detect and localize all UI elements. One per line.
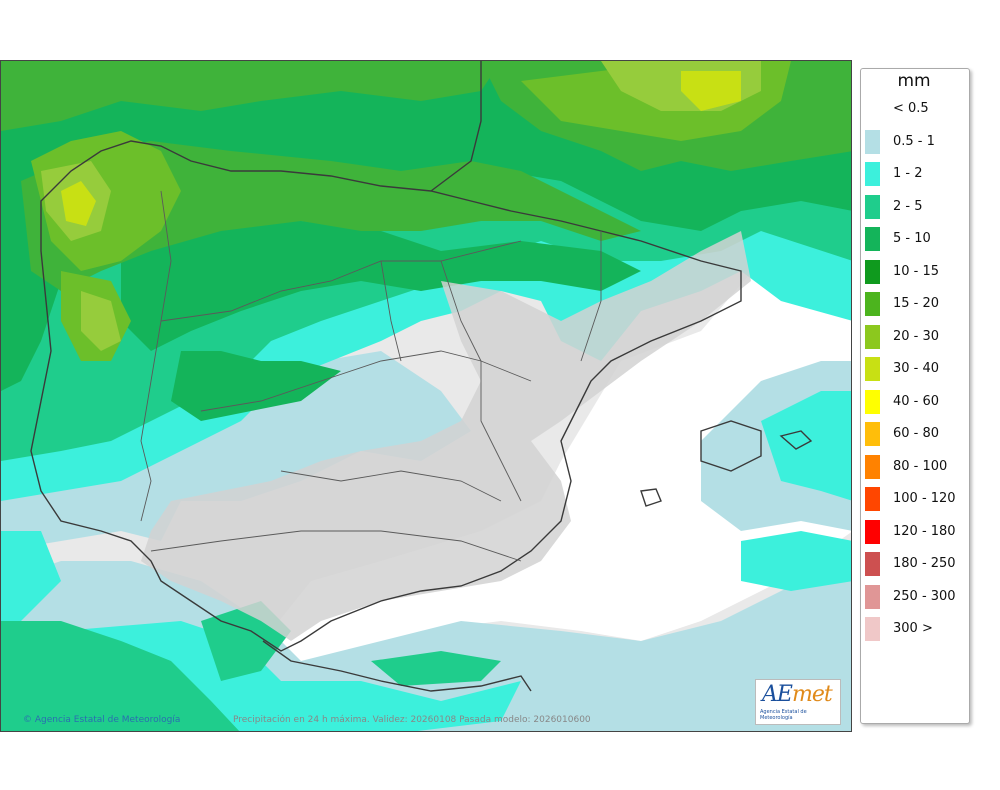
region-borders — [140, 190, 602, 562]
precipitation-map: © Agencia Estatal de Meteorología Precip… — [0, 60, 852, 732]
legend-swatch — [865, 162, 880, 186]
legend-label: 15 - 20 — [893, 296, 940, 311]
precip-1-2 — [741, 531, 851, 591]
legend-swatch — [865, 292, 880, 316]
legend-item: 80 - 100 — [865, 454, 965, 479]
legend-item: 0.5 - 1 — [865, 129, 965, 154]
legend-item: 5 - 10 — [865, 227, 965, 251]
precip-10-15 — [1, 61, 501, 131]
precip-05-1 — [1, 351, 471, 551]
legend-swatch — [865, 487, 880, 511]
legend-item: 60 - 80 — [865, 422, 965, 446]
mallorca-outline — [700, 420, 762, 472]
legend-label: 60 - 80 — [893, 426, 940, 441]
legend-label: < 0.5 — [893, 101, 929, 116]
legend-item: 180 - 250 — [865, 552, 965, 576]
legend-item: 40 - 60 — [865, 389, 965, 414]
ibiza-outline — [640, 488, 662, 507]
coastline — [30, 61, 813, 692]
legend-item: 120 - 180 — [865, 519, 965, 544]
legend-label: 120 - 180 — [893, 523, 956, 539]
precip-2-5 — [1, 621, 240, 731]
legend-swatch — [865, 552, 880, 576]
legend-label: 5 - 10 — [893, 231, 931, 246]
menorca-outline — [779, 430, 813, 450]
legend-item: 250 - 300 — [865, 584, 965, 609]
precip-30-40 — [681, 71, 741, 111]
legend-item: 300 > — [865, 617, 965, 641]
legend-label: 20 - 30 — [893, 328, 940, 344]
legend-swatch — [865, 194, 880, 219]
precipitation-legend: mm < 0.5 0.5 - 1 1 - 2 2 - 5 5 - 10 10 - 15 15… — [860, 68, 970, 724]
precip-20-30 — [81, 291, 121, 351]
legend-item: < 0.5 — [865, 97, 965, 121]
legend-swatch — [865, 324, 880, 349]
legend-swatch — [865, 227, 880, 251]
africa-coast — [262, 640, 532, 692]
legend-item: 1 - 2 — [865, 162, 965, 186]
map-canvas — [1, 61, 851, 731]
legend-label: 40 - 60 — [893, 393, 940, 409]
legend-label: 1 - 2 — [893, 166, 923, 181]
precip-1-2 — [761, 391, 851, 501]
credit-label: Agencia Estatal de Meteorología — [34, 715, 181, 725]
aemet-wordmark: AEmet — [762, 682, 833, 707]
aemet-subtitle: Agencia Estatal de Meteorología — [760, 709, 807, 721]
legend-unit: mm — [897, 71, 931, 91]
precip-10-15 — [21, 141, 641, 291]
legend-label: 80 - 100 — [893, 458, 948, 474]
legend-swatch — [865, 357, 880, 381]
precip-5-10 — [121, 211, 641, 351]
legend-swatch — [865, 454, 880, 479]
legend-swatch — [865, 584, 880, 609]
precip-1-2 — [1, 531, 61, 621]
legend-swatch — [865, 617, 880, 641]
legend-item: 10 - 15 — [865, 259, 965, 284]
credit-text: © Agencia Estatal de Meteorología — [23, 715, 181, 725]
legend-swatch — [865, 129, 880, 154]
precip-30-40 — [61, 181, 96, 226]
legend-swatch — [865, 519, 880, 544]
legend-label: 0.5 - 1 — [893, 133, 935, 149]
precip-2-5 — [371, 651, 501, 686]
legend-item: 2 - 5 — [865, 194, 965, 219]
legend-item: 30 - 40 — [865, 357, 965, 381]
legend-swatch — [865, 422, 880, 446]
dry-land-relief — [141, 231, 751, 641]
legend-swatch — [865, 389, 880, 414]
map-caption: Precipitación en 24 h máxima. Validez: 2… — [233, 715, 591, 725]
legend-swatch — [865, 259, 880, 284]
legend-label: 100 - 120 — [893, 491, 956, 506]
legend-label: 30 - 40 — [893, 361, 940, 376]
aemet-logo: AEmet Agencia Estatal de Meteorología — [755, 679, 841, 725]
legend-label: 2 - 5 — [893, 198, 923, 214]
legend-item: 15 - 20 — [865, 292, 965, 316]
legend-label: 250 - 300 — [893, 588, 956, 604]
legend-item: 20 - 30 — [865, 324, 965, 349]
legend-label: 180 - 250 — [893, 556, 956, 571]
precip-5-10 — [171, 351, 341, 421]
legend-item: 100 - 120 — [865, 487, 965, 511]
legend-label: 10 - 15 — [893, 263, 940, 279]
legend-label: 300 > — [893, 621, 933, 636]
